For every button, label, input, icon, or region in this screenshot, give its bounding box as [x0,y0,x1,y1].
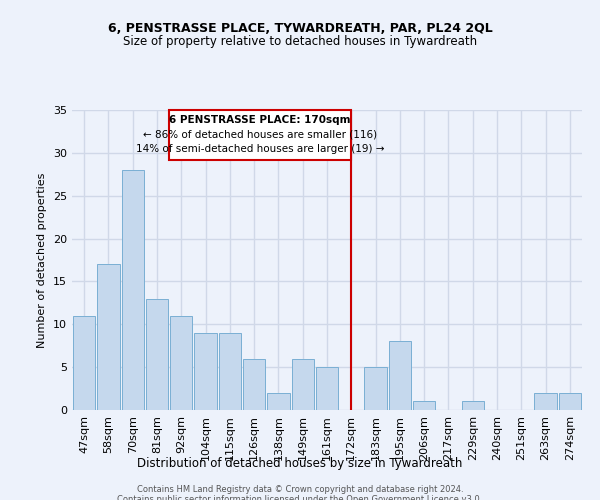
Bar [292,358,314,410]
Bar [413,402,436,410]
Text: 14% of semi-detached houses are larger (19) →: 14% of semi-detached houses are larger (… [136,144,385,154]
Text: Size of property relative to detached houses in Tywardreath: Size of property relative to detached ho… [123,35,477,48]
Text: Contains public sector information licensed under the Open Government Licence v3: Contains public sector information licen… [118,495,482,500]
Text: Distribution of detached houses by size in Tywardreath: Distribution of detached houses by size … [137,458,463,470]
Bar [218,333,241,410]
Bar [316,367,338,410]
Bar [146,298,168,410]
Bar [267,393,290,410]
Bar [73,316,95,410]
Bar [389,342,411,410]
Bar [122,170,144,410]
Text: 6, PENSTRASSE PLACE, TYWARDREATH, PAR, PL24 2QL: 6, PENSTRASSE PLACE, TYWARDREATH, PAR, P… [107,22,493,36]
Bar [461,402,484,410]
Bar [243,358,265,410]
Text: 6 PENSTRASSE PLACE: 170sqm: 6 PENSTRASSE PLACE: 170sqm [169,115,351,125]
Bar [97,264,119,410]
Bar [559,393,581,410]
Y-axis label: Number of detached properties: Number of detached properties [37,172,47,348]
Text: ← 86% of detached houses are smaller (116): ← 86% of detached houses are smaller (11… [143,130,377,140]
Bar [169,110,351,160]
Bar [364,367,387,410]
Text: Contains HM Land Registry data © Crown copyright and database right 2024.: Contains HM Land Registry data © Crown c… [137,485,463,494]
Bar [194,333,217,410]
Bar [535,393,557,410]
Bar [170,316,193,410]
